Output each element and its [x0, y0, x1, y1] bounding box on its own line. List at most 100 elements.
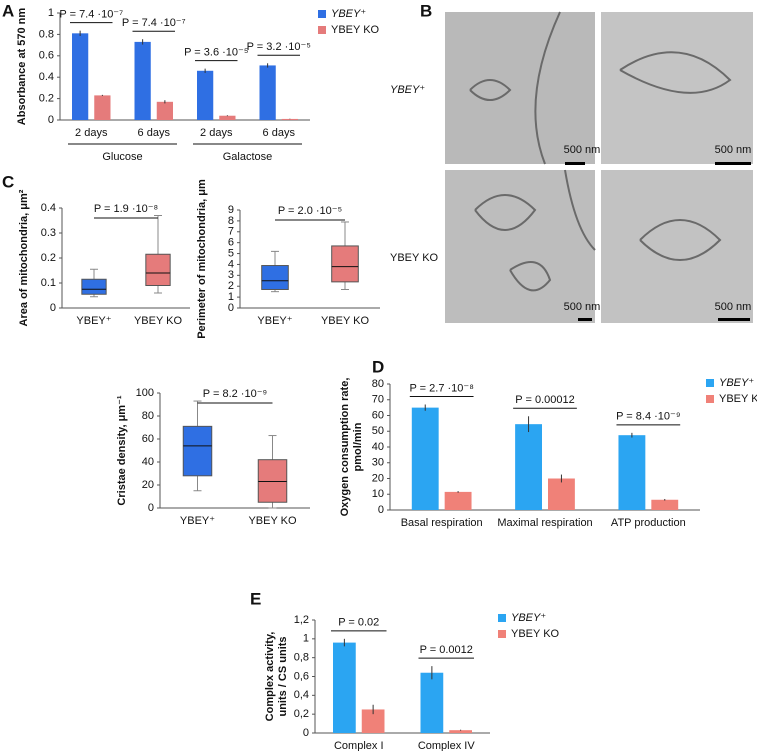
- x-tick-label: 6 days: [263, 127, 296, 139]
- y-tick-label: 1: [48, 7, 54, 19]
- x-tick-label: YBEY⁺: [257, 315, 292, 327]
- x-tick-label: ATP production: [611, 517, 686, 529]
- legend-label: YBEY⁺: [331, 8, 366, 20]
- legend-swatch: [318, 26, 326, 34]
- scale-bar: [578, 318, 592, 321]
- y-axis-label: Complex activity,: [264, 632, 276, 722]
- legend-swatch: [706, 379, 714, 387]
- x-tick-label: YBEY⁺: [180, 515, 215, 527]
- y-axis-label: Absorbance at 570 nm: [16, 8, 28, 126]
- y-tick-label: 0.6: [39, 50, 54, 62]
- y-tick-label: 0,8: [294, 652, 309, 664]
- bar: [219, 115, 236, 120]
- p-value: P = 7.4 ·10⁻⁷: [59, 9, 123, 21]
- micrograph: [601, 12, 753, 164]
- box: [145, 253, 171, 286]
- y-tick-label: 8: [228, 215, 234, 227]
- y-tick-label: 60: [372, 409, 384, 421]
- y-tick-label: 60: [142, 433, 154, 445]
- y-axis-label: Area of mitochondria, μm²: [18, 189, 30, 326]
- x-tick-label: YBEY⁺: [76, 315, 111, 327]
- scale-label: 500 nm: [564, 301, 601, 313]
- y-axis-label: Oxygen consumption rate,: [339, 378, 351, 517]
- p-value: P = 8.2 ·10⁻⁹: [203, 388, 267, 400]
- p-value: P = 2.0 ·10⁻⁵: [278, 205, 342, 217]
- y-tick-label: 6: [228, 237, 234, 249]
- bar: [361, 709, 385, 733]
- y-tick-label: 0.8: [39, 28, 54, 40]
- bar: [281, 118, 298, 120]
- p-value: P = 0.00012: [515, 394, 574, 406]
- y-tick-label: 0: [303, 727, 309, 739]
- y-axis-label: pmol/min: [352, 422, 364, 471]
- legend-label: YBEY KO: [719, 393, 757, 405]
- y-tick-label: 1: [303, 633, 309, 645]
- y-tick-label: 20: [142, 479, 154, 491]
- y-tick-label: 1: [228, 291, 234, 303]
- bar: [333, 642, 356, 733]
- scale-label: 500 nm: [715, 144, 752, 156]
- scale-label: 500 nm: [715, 301, 752, 313]
- p-value: P = 1.9 ·10⁻⁸: [94, 203, 158, 215]
- scale-bar: [718, 318, 750, 321]
- panel-letter: A: [2, 1, 14, 20]
- y-axis-label: units / CS units: [277, 636, 289, 716]
- p-value: P = 0.0012: [420, 644, 473, 656]
- box: [261, 265, 289, 290]
- bar: [72, 33, 89, 120]
- p-value: P = 0.02: [338, 617, 379, 629]
- box: [257, 459, 288, 503]
- panel-letter: E: [250, 589, 261, 608]
- x-tick-label: Complex IV: [418, 740, 476, 751]
- y-tick-label: 0: [148, 502, 154, 514]
- legend-label: YBEY⁺: [719, 377, 754, 389]
- bar: [548, 478, 575, 510]
- p-value: P = 3.6 ·10⁻⁵: [184, 47, 248, 59]
- y-tick-label: 5: [228, 247, 234, 259]
- y-tick-label: 0,4: [294, 689, 309, 701]
- bar: [259, 65, 276, 120]
- group-label: Galactose: [223, 151, 273, 163]
- y-tick-label: 1,2: [294, 614, 309, 626]
- x-tick-label: YBEY KO: [248, 515, 297, 527]
- bar: [94, 95, 111, 120]
- bar: [411, 407, 439, 510]
- bar: [651, 499, 679, 510]
- x-tick-label: 2 days: [200, 127, 233, 139]
- p-value: P = 3.2 ·10⁻⁵: [247, 41, 311, 53]
- micrograph: [445, 12, 595, 164]
- y-tick-label: 80: [372, 378, 384, 390]
- scale-bar: [565, 162, 585, 165]
- scale-bar: [715, 162, 751, 165]
- y-axis-label: Cristae density, μm⁻¹: [116, 395, 128, 505]
- panel-letter: D: [372, 357, 384, 376]
- y-tick-label: 30: [372, 457, 384, 469]
- row-label: YBEY KO: [390, 252, 439, 264]
- box: [81, 278, 107, 295]
- y-tick-label: 0.4: [39, 71, 54, 83]
- legend-swatch: [498, 630, 506, 638]
- bar: [134, 41, 151, 120]
- y-tick-label: 40: [372, 441, 384, 453]
- bar: [449, 730, 472, 733]
- y-tick-label: 3: [228, 269, 234, 281]
- p-value: P = 8.4 ·10⁻⁹: [616, 411, 680, 423]
- bar: [444, 491, 472, 510]
- membrane-sketch: [469, 11, 732, 292]
- bar: [420, 672, 444, 733]
- legend-label: YBEY⁺: [511, 612, 546, 624]
- y-tick-label: 100: [136, 387, 154, 399]
- y-tick-label: 0,2: [294, 708, 309, 720]
- x-tick-label: Complex I: [334, 740, 384, 751]
- x-tick-label: YBEY KO: [134, 315, 183, 327]
- legend-label: YBEY KO: [511, 628, 560, 640]
- panel-letter: C: [2, 172, 14, 191]
- y-tick-label: 7: [228, 226, 234, 238]
- legend-swatch: [498, 614, 506, 622]
- box: [182, 425, 213, 477]
- panel-letter: B: [420, 1, 432, 20]
- x-tick-label: Maximal respiration: [497, 517, 592, 529]
- y-tick-label: 0: [48, 114, 54, 126]
- bar: [197, 70, 214, 120]
